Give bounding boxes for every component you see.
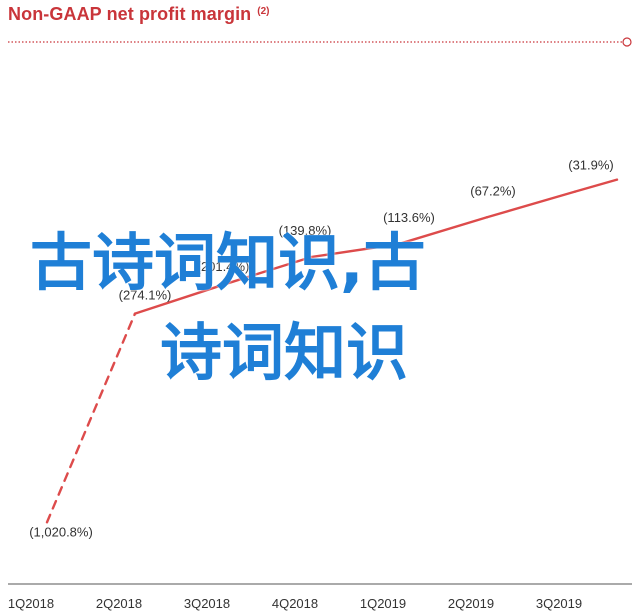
watermark-overlay-line-2: 诗词知识 (160, 316, 409, 389)
series-segment (221, 255, 313, 287)
series-layer (45, 178, 619, 524)
title-divider (8, 37, 632, 47)
series-segment-dashed (45, 312, 137, 524)
chart-title: Non-GAAP net profit margin (8, 4, 252, 24)
x-tick-label: 1Q2019 (360, 596, 406, 611)
title-divider-end-dot (622, 37, 632, 47)
data-label-layer: (1,020.8%) (274.1%) (201.4%) (139.8%) (113.6… (29, 158, 614, 540)
series-segment-tail (573, 178, 619, 193)
x-tick-label: 3Q2019 (536, 596, 582, 611)
series-segment (133, 283, 225, 315)
x-tick-label: 2Q2019 (448, 596, 494, 611)
data-label: (139.8%) (279, 223, 332, 238)
data-label: (201.4%) (197, 259, 250, 274)
data-label: (67.2%) (470, 183, 516, 198)
watermark-overlay-line-1: 古诗词知识,古 (30, 226, 426, 299)
x-tick-label: 4Q2018 (272, 596, 318, 611)
x-tick-label: 3Q2018 (184, 596, 230, 611)
series-segment (485, 190, 577, 219)
data-label: (113.6%) (383, 210, 435, 225)
data-label: (31.9%) (568, 158, 614, 173)
series-segment (397, 216, 489, 246)
series-segment (309, 242, 401, 259)
chart-title-row: Non-GAAP net profit margin (2) (8, 4, 270, 32)
data-label: (1,020.8%) (29, 524, 93, 539)
title-footnote: (2) (257, 6, 270, 17)
data-label: (274.1%) (119, 288, 172, 303)
x-axis: 1Q2018 2Q2018 3Q2018 4Q2018 1Q2019 2Q2019 3Q20… (8, 583, 632, 611)
x-tick-label: 1Q2018 (8, 596, 54, 611)
x-tick-label: 2Q2018 (96, 596, 142, 611)
